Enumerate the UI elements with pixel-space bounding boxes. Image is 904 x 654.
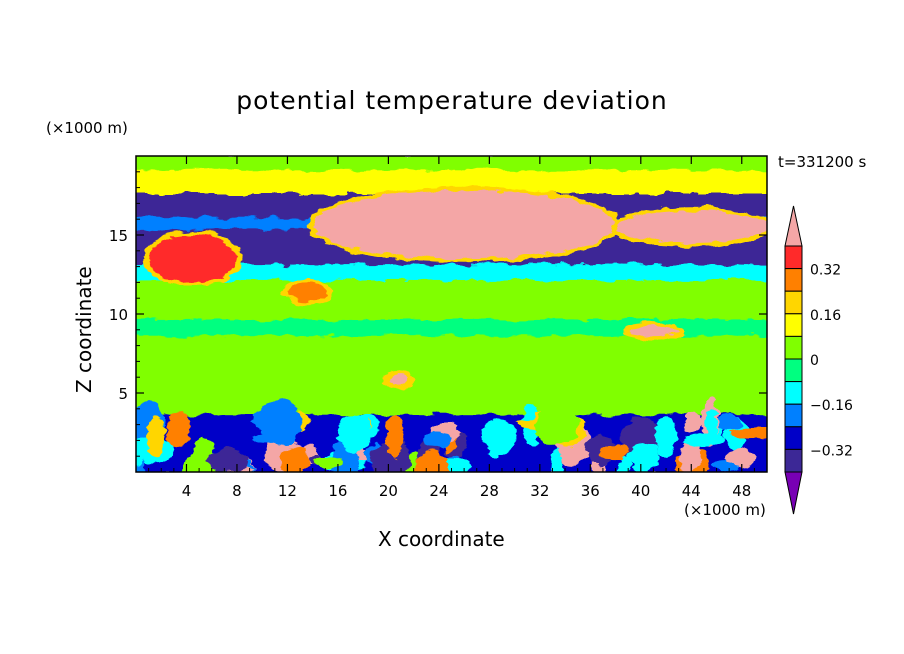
field-cell xyxy=(147,415,165,458)
field-cell xyxy=(550,448,563,472)
heatmap-field xyxy=(136,156,767,472)
y-tick-label: 5 xyxy=(118,385,128,403)
field-band xyxy=(136,335,767,419)
warm-plume xyxy=(148,235,237,283)
colorbar-label: 0.32 xyxy=(810,263,841,279)
field-cell xyxy=(279,446,310,472)
field-cell xyxy=(207,449,249,472)
x-tick-label: 44 xyxy=(682,482,701,500)
field-cell xyxy=(337,414,373,451)
y-ticks: 5 10 15 xyxy=(109,171,767,457)
field-cell xyxy=(683,412,703,431)
x-tick-label: 20 xyxy=(379,482,398,500)
colorbar: 0.32 0.16 0 −0.16 −0.32 xyxy=(784,205,853,515)
colorbar-bin xyxy=(784,313,803,337)
chart-title: potential temperature deviation xyxy=(236,86,668,115)
field-cell xyxy=(726,447,755,467)
y-axis-unit: (×1000 m) xyxy=(46,119,128,137)
field-cell xyxy=(414,449,450,472)
warm-plume xyxy=(628,326,679,337)
colorbar-bin xyxy=(784,358,803,383)
field-cell xyxy=(249,435,291,445)
x-tick-label: 40 xyxy=(631,482,650,500)
field-band xyxy=(136,319,767,340)
y-tick-label: 15 xyxy=(109,227,128,245)
x-tick-label: 28 xyxy=(480,482,499,500)
colorbar-bin xyxy=(784,335,803,360)
field-band xyxy=(136,156,767,174)
colorbar-bin xyxy=(784,426,803,450)
field-cell xyxy=(705,409,718,444)
field-band xyxy=(136,264,767,285)
x-ticks: 4 8 12 16 20 24 28 32 36 40 44 48 xyxy=(148,156,755,500)
field-cell xyxy=(423,431,451,447)
warm-plume xyxy=(615,211,767,243)
x-axis-unit: (×1000 m) xyxy=(684,501,766,519)
y-tick-label: 10 xyxy=(109,306,128,324)
colorbar-bin xyxy=(784,448,803,473)
colorbar-label: 0.16 xyxy=(810,308,841,324)
time-label: t=331200 s xyxy=(778,153,867,171)
field-cell xyxy=(730,428,767,439)
field-cell xyxy=(654,416,677,457)
field-cell xyxy=(385,414,403,459)
x-tick-label: 48 xyxy=(732,482,751,500)
x-tick-label: 12 xyxy=(278,482,297,500)
field-cell xyxy=(628,442,660,471)
colorbar-extend-max xyxy=(784,205,803,247)
field-band xyxy=(136,280,767,324)
warm-plume xyxy=(287,282,326,302)
field-cell xyxy=(712,415,743,431)
warm-plume xyxy=(388,374,408,386)
colorbar-bin xyxy=(784,268,803,292)
field-cell xyxy=(598,445,629,461)
colorbar-bin xyxy=(784,381,803,405)
field-cell xyxy=(684,432,725,446)
colorbar-bin xyxy=(784,403,803,428)
colorbar-label: −0.32 xyxy=(810,443,853,459)
field-cell xyxy=(534,406,580,445)
x-tick-label: 8 xyxy=(232,482,242,500)
field-cell xyxy=(252,406,288,432)
colorbar-label: −0.16 xyxy=(810,398,853,414)
colorbar-label: 0 xyxy=(810,353,819,369)
warm-plume xyxy=(312,190,616,259)
field-cell xyxy=(679,440,702,472)
x-tick-label: 24 xyxy=(429,482,448,500)
x-tick-label: 32 xyxy=(530,482,549,500)
x-tick-label: 16 xyxy=(328,482,347,500)
colorbar-bin xyxy=(784,245,803,270)
field-cell xyxy=(481,420,517,455)
field-cell xyxy=(313,456,344,468)
x-tick-label: 4 xyxy=(182,482,192,500)
colorbar-bin xyxy=(784,290,803,315)
colorbar-extend-min xyxy=(784,471,803,515)
x-axis-label: X coordinate xyxy=(378,527,505,551)
field-cell xyxy=(136,439,144,468)
x-tick-label: 36 xyxy=(581,482,600,500)
field-cell xyxy=(165,411,192,448)
